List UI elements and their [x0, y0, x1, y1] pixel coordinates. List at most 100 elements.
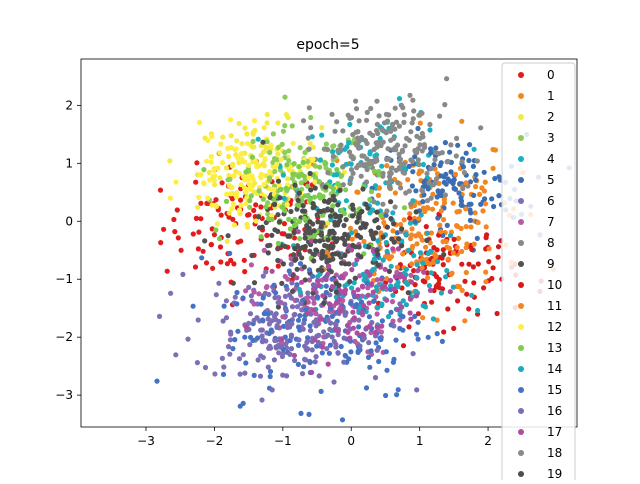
- data-point: [392, 204, 398, 210]
- legend-label: 15: [547, 383, 562, 397]
- data-point: [437, 222, 443, 228]
- data-point: [180, 271, 186, 277]
- data-point: [272, 201, 278, 208]
- data-point: [331, 379, 337, 385]
- data-point: [374, 248, 380, 254]
- data-point: [337, 187, 343, 193]
- data-point: [235, 328, 241, 334]
- data-point: [351, 315, 357, 321]
- data-point: [374, 98, 380, 104]
- legend-label: 19: [547, 467, 562, 480]
- data-point: [267, 345, 274, 351]
- data-point: [283, 306, 289, 312]
- data-point: [413, 293, 420, 299]
- data-point: [296, 202, 302, 209]
- data-point: [391, 286, 397, 292]
- series-19-points: [256, 139, 447, 306]
- data-point: [171, 216, 177, 223]
- data-point: [429, 299, 435, 305]
- legend-marker: [518, 471, 524, 477]
- data-point: [347, 180, 353, 186]
- data-point: [312, 238, 319, 244]
- data-point: [338, 213, 344, 219]
- data-point: [322, 242, 328, 249]
- data-point: [368, 189, 375, 195]
- data-point: [422, 178, 428, 184]
- data-point: [450, 250, 456, 256]
- data-point: [209, 133, 215, 139]
- data-point: [250, 177, 256, 183]
- data-point: [172, 229, 178, 235]
- data-point: [406, 163, 412, 169]
- data-point: [258, 204, 264, 210]
- data-point: [356, 324, 362, 330]
- data-point: [335, 202, 341, 208]
- data-point: [402, 143, 408, 149]
- data-point: [435, 188, 441, 194]
- data-point: [291, 312, 297, 318]
- data-point: [281, 231, 287, 237]
- legend-marker: [518, 408, 524, 414]
- data-point: [231, 173, 237, 179]
- data-point: [260, 317, 266, 323]
- data-point: [372, 218, 378, 224]
- data-point: [289, 175, 295, 181]
- data-point: [314, 321, 320, 327]
- data-point: [355, 162, 361, 168]
- data-point: [357, 343, 363, 349]
- data-point: [247, 311, 254, 317]
- data-point: [275, 144, 281, 151]
- data-point: [307, 141, 313, 147]
- data-point: [318, 230, 324, 236]
- data-point: [251, 289, 257, 295]
- data-point: [374, 277, 380, 283]
- data-point: [311, 194, 318, 200]
- data-point: [232, 294, 238, 300]
- data-point: [326, 350, 332, 356]
- data-point: [309, 369, 315, 375]
- data-point: [420, 260, 426, 266]
- data-point: [340, 164, 346, 170]
- data-point: [367, 364, 373, 370]
- data-point: [481, 188, 487, 194]
- data-point: [275, 257, 281, 264]
- data-point: [242, 269, 248, 275]
- data-point: [352, 261, 359, 267]
- data-point: [284, 286, 290, 292]
- data-point: [224, 191, 230, 197]
- data-point: [261, 125, 267, 131]
- data-point: [420, 161, 426, 168]
- data-point: [330, 149, 336, 155]
- data-point: [285, 321, 291, 327]
- data-point: [350, 325, 356, 331]
- data-point: [364, 166, 370, 173]
- legend-item: 7: [518, 215, 555, 229]
- data-point: [363, 385, 370, 391]
- data-point: [394, 264, 400, 270]
- data-point: [263, 148, 269, 154]
- data-point: [262, 156, 268, 162]
- data-point: [426, 180, 432, 186]
- legend-marker: [518, 219, 524, 225]
- data-point: [354, 257, 360, 263]
- data-point: [379, 301, 385, 307]
- data-point: [365, 161, 371, 167]
- data-point: [471, 280, 477, 286]
- data-point: [340, 128, 346, 134]
- data-point: [302, 243, 308, 250]
- legend-marker: [518, 387, 524, 393]
- data-point: [246, 284, 252, 290]
- data-point: [251, 301, 257, 307]
- data-point: [308, 125, 314, 131]
- data-point: [395, 246, 401, 252]
- data-point: [193, 215, 199, 221]
- data-point: [348, 349, 354, 355]
- data-point: [388, 137, 394, 143]
- data-point: [364, 269, 370, 275]
- data-point: [348, 167, 355, 173]
- data-point: [438, 192, 444, 199]
- data-point: [256, 291, 262, 297]
- data-point: [307, 359, 313, 365]
- data-point: [364, 140, 370, 146]
- data-point: [368, 329, 374, 336]
